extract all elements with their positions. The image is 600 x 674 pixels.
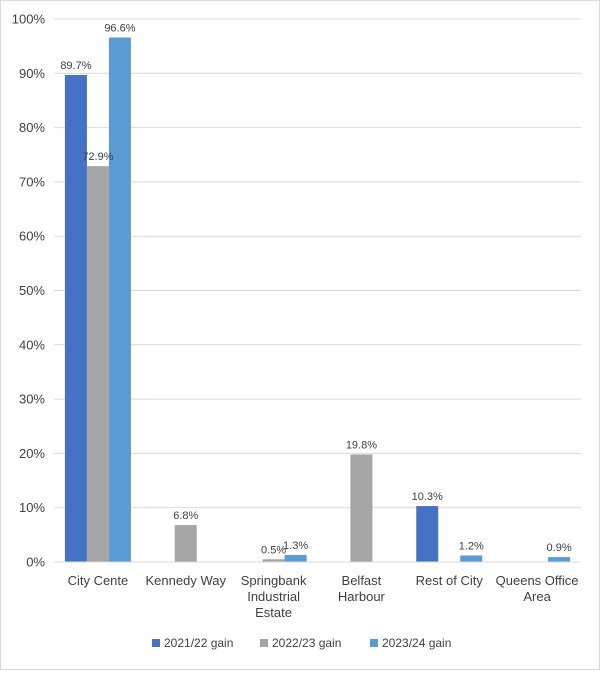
bar — [350, 454, 373, 562]
bars — [64, 37, 571, 563]
data-label: 6.8% — [173, 510, 198, 522]
legend: 2021/22 gain 2022/23 gain 2023/24 gain — [152, 636, 451, 650]
category-label: Area — [523, 589, 551, 604]
y-axis-tick-labels: 0% 10% 20% 30% 40% 50% 60% 70% 80% 90% 100% — [12, 12, 46, 570]
bar — [108, 37, 131, 563]
category-label: City Cente — [68, 573, 129, 588]
bar — [262, 559, 285, 562]
legend-label: 2021/22 gain — [164, 636, 233, 650]
data-labels: 89.7% 10.3% 72.9% 6.8% 0.5% 19.8% 96.6% 1.3% 1.2… — [60, 22, 572, 556]
data-label: 0.9% — [547, 542, 572, 554]
data-label: 96.6% — [104, 22, 135, 34]
category-label: Queens Office — [496, 573, 579, 588]
legend-label: 2023/24 gain — [382, 636, 451, 650]
y-tick-label: 90% — [19, 66, 45, 81]
data-label: 1.3% — [283, 540, 308, 552]
bar — [548, 557, 571, 562]
y-tick-label: 40% — [19, 337, 45, 352]
category-label: Belfast — [342, 573, 382, 588]
legend-swatch — [370, 639, 378, 647]
y-tick-label: 60% — [19, 229, 45, 244]
category-label: Industrial — [247, 589, 300, 604]
y-tick-label: 50% — [19, 283, 45, 298]
bar — [460, 555, 483, 562]
category-label: Rest of City — [416, 573, 484, 588]
bar — [64, 74, 87, 562]
legend-swatch — [260, 639, 268, 647]
category-label: Harbour — [338, 589, 386, 604]
y-tick-label: 100% — [12, 12, 46, 27]
y-tick-label: 30% — [19, 392, 45, 407]
y-tick-label: 80% — [19, 120, 45, 135]
bar — [174, 525, 197, 562]
data-label: 0.5% — [261, 544, 286, 556]
data-label: 19.8% — [346, 439, 377, 451]
x-axis-category-labels: City Cente Kennedy Way SpringbankIndustria… — [68, 573, 579, 620]
y-tick-label: 70% — [19, 174, 45, 189]
data-label: 89.7% — [60, 60, 91, 72]
y-tick-label: 0% — [26, 555, 45, 570]
category-label: Springbank — [241, 573, 307, 588]
bar — [86, 166, 109, 562]
bar — [416, 506, 439, 562]
category-label: Kennedy Way — [146, 573, 227, 588]
y-tick-label: 20% — [19, 446, 45, 461]
data-label: 72.9% — [82, 151, 113, 163]
gridlines — [54, 18, 581, 509]
legend-label: 2022/23 gain — [272, 636, 341, 650]
y-tick-label: 10% — [19, 500, 45, 515]
category-label: Estate — [255, 605, 292, 620]
data-label: 1.2% — [459, 540, 484, 552]
data-label: 10.3% — [412, 491, 443, 503]
bar — [284, 554, 307, 562]
legend-swatch — [152, 639, 160, 647]
